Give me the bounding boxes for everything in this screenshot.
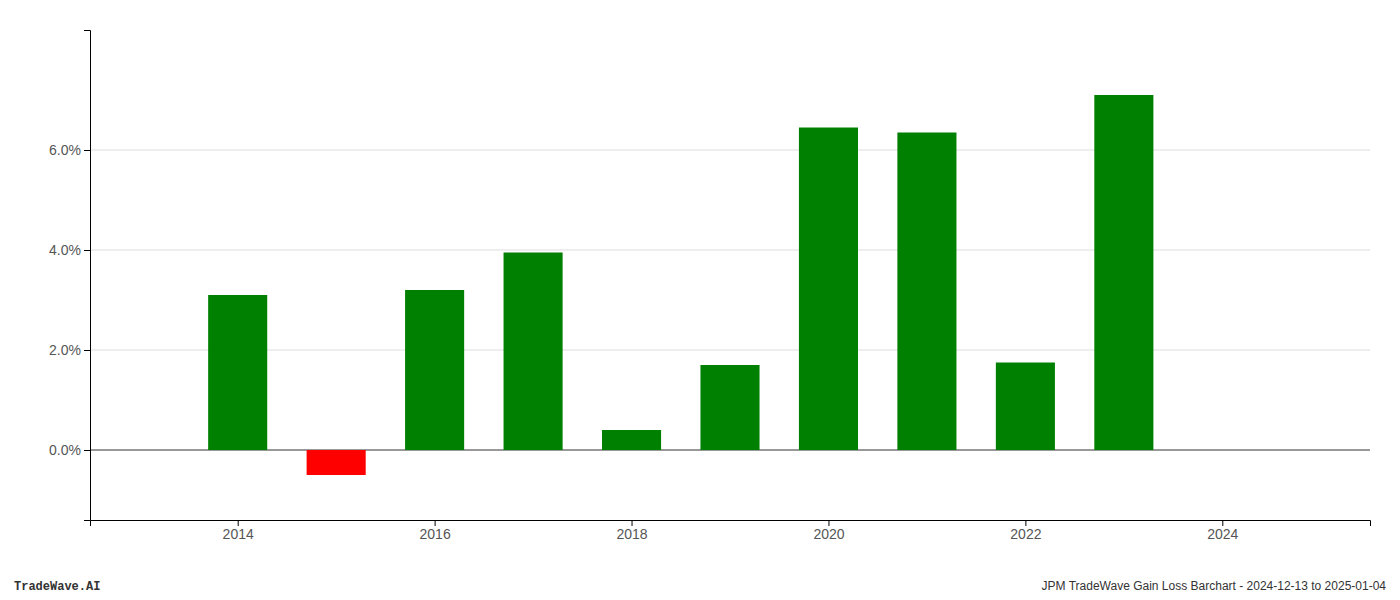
y-tick: 4.0% — [49, 242, 90, 258]
bar — [602, 430, 661, 450]
x-tick-label: 2024 — [1207, 526, 1238, 542]
y-tick-label: 4.0% — [49, 242, 81, 258]
x-tick: 2018 — [616, 520, 647, 542]
x-tick-label: 2022 — [1010, 526, 1041, 542]
y-tick: 6.0% — [49, 142, 90, 158]
x-tick: 2020 — [813, 520, 844, 542]
chart-svg: 2014 2016 2018 2020 2022 2024 0.0% 2.0% 4.0% 6.0%… — [0, 0, 1400, 600]
bar — [1094, 95, 1153, 450]
bar — [799, 128, 858, 451]
y-axis: 0.0% 2.0% 4.0% 6.0% — [49, 31, 90, 521]
bar — [405, 290, 464, 450]
grid-line — [90, 150, 1370, 151]
x-axis-line — [91, 521, 1371, 527]
y-tick-mark — [84, 150, 90, 151]
bar — [307, 450, 366, 475]
x-tick: 2016 — [420, 520, 451, 542]
bars — [208, 95, 1153, 475]
y-tick-mark — [84, 350, 90, 351]
y-axis-line — [84, 31, 91, 521]
x-tick-label: 2014 — [223, 526, 254, 542]
plot-area: 2014 2016 2018 2020 2022 2024 0.0% 2.0% 4.0% 6.0% — [49, 31, 1370, 542]
x-tick: 2024 — [1207, 520, 1238, 542]
x-tick: 2014 — [223, 520, 254, 542]
x-tick: 2022 — [1010, 520, 1041, 542]
bar — [897, 133, 956, 451]
grid-line — [90, 250, 1370, 251]
footer-left: TradeWave.AI — [14, 580, 100, 594]
x-axis: 2014 2016 2018 2020 2022 2024 — [91, 520, 1371, 542]
chart-container: 2014 2016 2018 2020 2022 2024 0.0% 2.0% 4.0% 6.0%… — [0, 0, 1400, 600]
x-tick-label: 2018 — [616, 526, 647, 542]
grid-line — [90, 350, 1370, 351]
grid — [90, 150, 1370, 450]
footer-right: JPM TradeWave Gain Loss Barchart - 2024-… — [1042, 579, 1387, 593]
y-tick-mark — [84, 450, 90, 451]
y-tick: 2.0% — [49, 342, 90, 358]
y-tick-label: 0.0% — [49, 442, 81, 458]
y-tick-label: 2.0% — [49, 342, 81, 358]
x-tick-label: 2020 — [813, 526, 844, 542]
bar — [504, 253, 563, 451]
y-tick-label: 6.0% — [49, 142, 81, 158]
y-tick: 0.0% — [49, 442, 90, 458]
bar — [996, 363, 1055, 451]
bar — [208, 295, 267, 450]
x-tick-label: 2016 — [420, 526, 451, 542]
y-tick-mark — [84, 250, 90, 251]
bar — [700, 365, 759, 450]
